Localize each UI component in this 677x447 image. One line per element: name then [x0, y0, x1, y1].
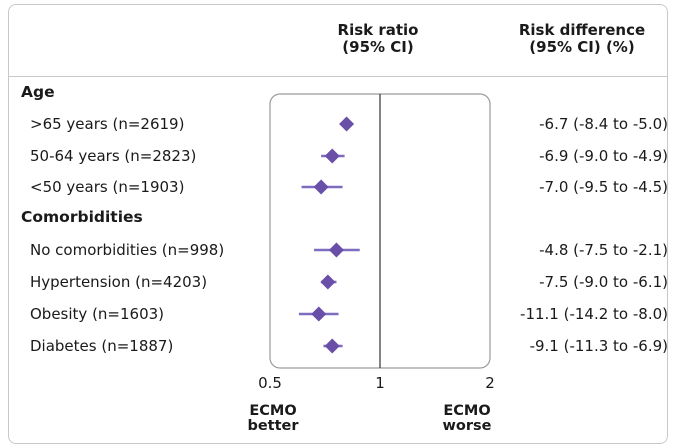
estimate-diamond — [311, 306, 327, 322]
risk-difference-value: -11.1 (-14.2 to -8.0) — [520, 305, 668, 323]
estimate-diamond — [339, 116, 355, 132]
figure-frame — [8, 4, 668, 444]
ecmo-worse-label: ECMO worse — [432, 404, 502, 434]
risk-ratio-header: Risk ratio (95% CI) — [318, 22, 438, 56]
estimate-diamond — [324, 338, 340, 354]
risk-ratio-header-line1: Risk ratio — [337, 21, 419, 39]
row-label: >65 years (n=2619) — [30, 115, 185, 133]
x-tick-label: 1 — [375, 374, 385, 392]
ecmo-better-line1: ECMO — [249, 403, 297, 419]
section-title-age: Age — [21, 83, 55, 101]
ecmo-better-line2: better — [247, 418, 299, 434]
risk-difference-value: -4.8 (-7.5 to -2.1) — [539, 241, 668, 259]
section-title-comorbidities: Comorbidities — [21, 208, 143, 226]
risk-difference-header-line2: (95% CI) (%) — [529, 38, 635, 56]
row-label: Obesity (n=1603) — [30, 305, 165, 323]
estimate-diamond — [324, 148, 340, 164]
row-label: 50-64 years (n=2823) — [30, 147, 197, 165]
risk-difference-header-line1: Risk difference — [518, 21, 646, 39]
estimate-diamond — [320, 274, 336, 290]
header-divider — [9, 76, 667, 77]
ecmo-better-label: ECMO better — [238, 404, 308, 434]
x-tick-label: 2 — [485, 374, 495, 392]
row-label: Diabetes (n=1887) — [30, 337, 174, 355]
row-label: <50 years (n=1903) — [30, 178, 185, 196]
row-label: Hypertension (n=4203) — [30, 273, 208, 291]
risk-difference-value: -7.0 (-9.5 to -4.5) — [539, 178, 668, 196]
estimate-diamond — [328, 242, 344, 258]
estimate-diamond — [313, 179, 329, 195]
x-tick-label: 0.5 — [258, 374, 282, 392]
risk-difference-value: -6.7 (-8.4 to -5.0) — [539, 115, 668, 133]
row-label: No comorbidities (n=998) — [30, 241, 225, 259]
risk-difference-header: Risk difference (95% CI) (%) — [502, 22, 662, 56]
ecmo-worse-line1: ECMO — [443, 403, 491, 419]
risk-difference-value: -7.5 (-9.0 to -6.1) — [539, 273, 668, 291]
ecmo-worse-line2: worse — [442, 418, 492, 434]
risk-difference-value: -9.1 (-11.3 to -6.9) — [529, 337, 668, 355]
risk-ratio-header-line2: (95% CI) — [342, 38, 414, 56]
risk-difference-value: -6.9 (-9.0 to -4.9) — [539, 147, 668, 165]
